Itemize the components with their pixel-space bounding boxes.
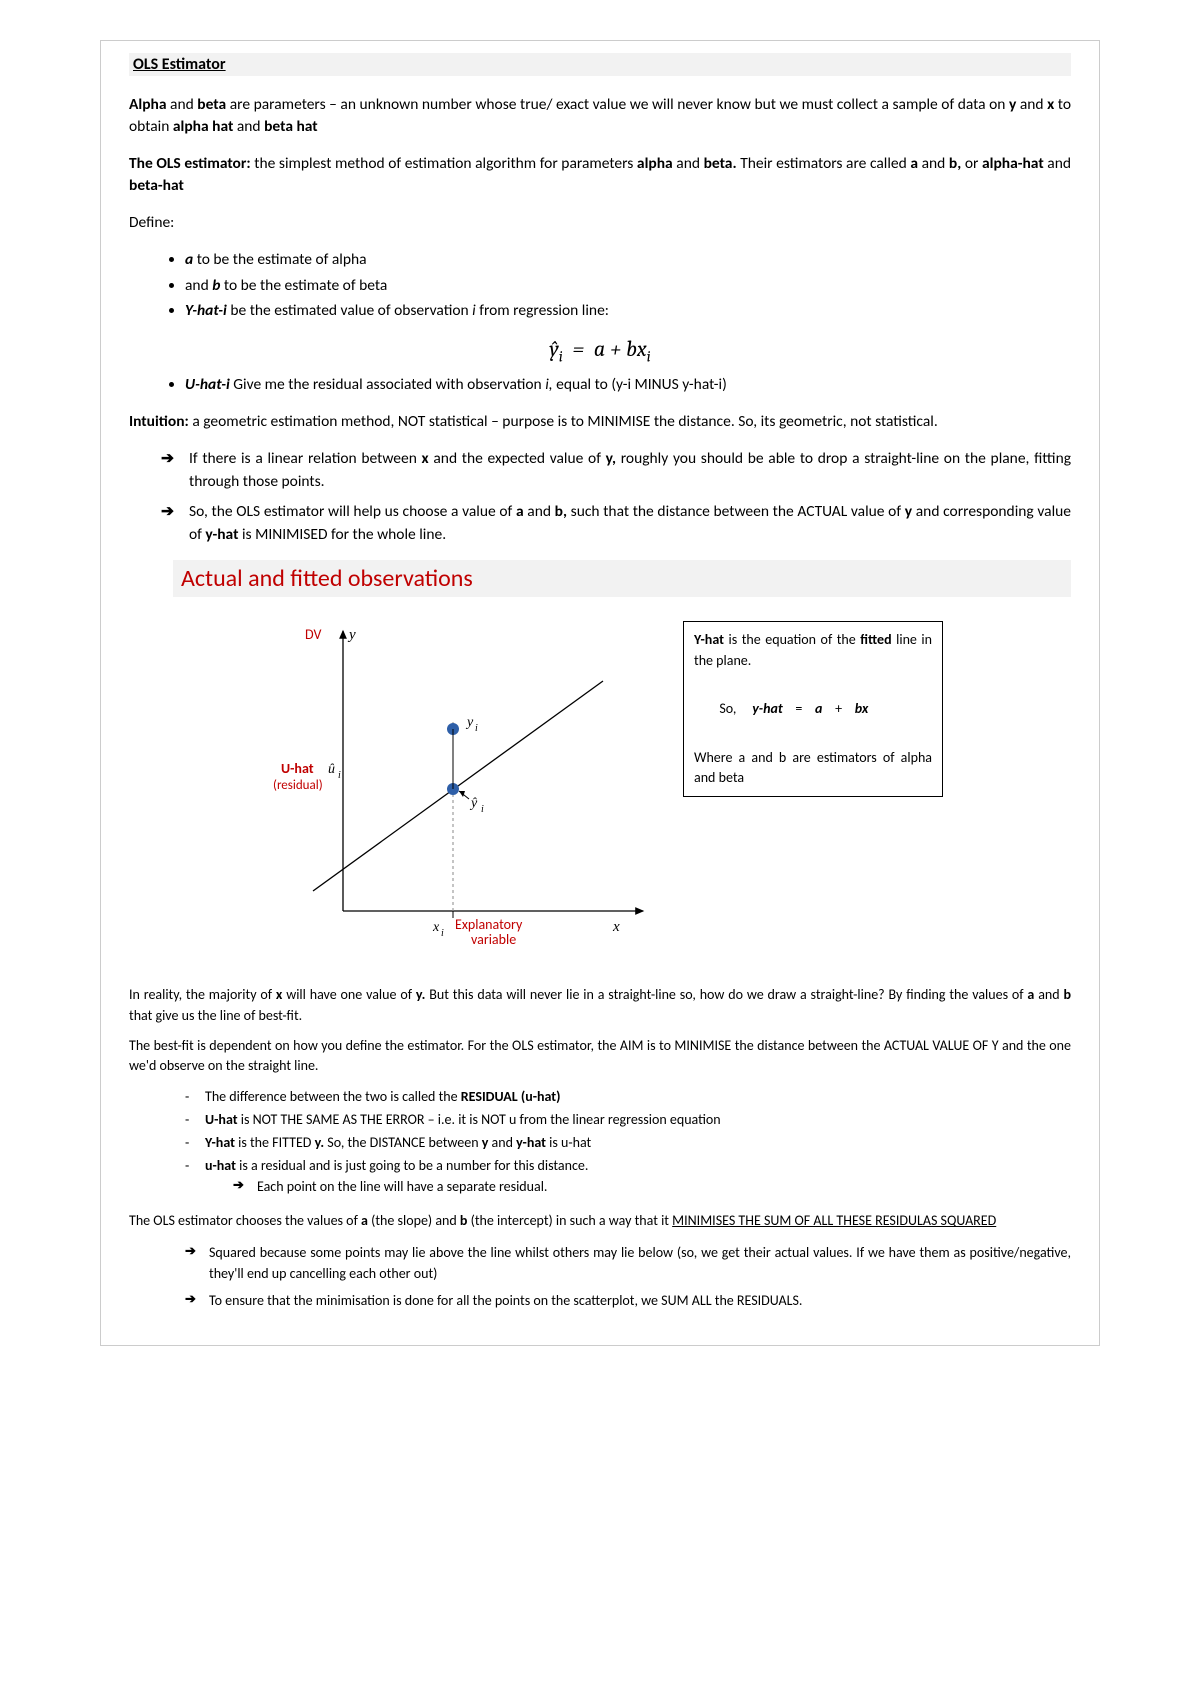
svg-text:i: i: [338, 770, 341, 781]
svg-text:ŷ: ŷ: [469, 796, 478, 811]
definition-list-2: U-hat-i Give me the residual associated …: [185, 373, 1071, 396]
document-page: OLS Estimator Alpha and beta are paramet…: [100, 40, 1100, 1346]
arrow-item: Squared because some points may lie abov…: [185, 1242, 1071, 1284]
dash-item: The difference between the two is called…: [185, 1086, 1071, 1107]
definition-list: a to be the estimate of alpha and b to b…: [185, 248, 1071, 322]
svg-text:(residual): (residual): [273, 778, 323, 793]
dash-sub-arrow: Each point on the line will have a separ…: [233, 1176, 1071, 1197]
svg-text:i: i: [481, 804, 484, 815]
svg-text:i: i: [441, 928, 444, 939]
svg-text:i: i: [475, 723, 478, 734]
svg-text:x: x: [432, 920, 440, 935]
dash-item: Y-hat is the FITTED y. So, the DISTANCE …: [185, 1132, 1071, 1153]
bestfit-para: The best-fit is dependent on how you def…: [129, 1036, 1071, 1077]
intro-para-1: Alpha and beta are parameters – an unkno…: [129, 94, 1071, 139]
dv-label: DV: [305, 626, 321, 643]
def-item: U-hat-i Give me the residual associated …: [185, 373, 1071, 396]
dash-item: u-hat is a residual and is just going to…: [185, 1155, 1071, 1197]
title-heading: OLS Estimator: [129, 53, 1071, 76]
arrow-item: So, the OLS estimator will help us choos…: [161, 500, 1071, 547]
regression-chart: DV y y i ŷ i U-hat û i (residual) x i Ex…: [173, 611, 693, 971]
chart-container: DV y y i ŷ i U-hat û i (residual) x i Ex…: [173, 611, 1071, 971]
arrow-item: To ensure that the minimisation is done …: [185, 1290, 1071, 1311]
ols-choose-para: The OLS estimator chooses the values of …: [129, 1211, 1071, 1231]
intuition-arrows: If there is a linear relation between x …: [161, 447, 1071, 546]
reality-para: In reality, the majority of x will have …: [129, 985, 1071, 1026]
svg-text:û: û: [328, 762, 335, 777]
title-text: OLS Estimator: [133, 55, 226, 74]
def-item: Y-hat-i be the estimated value of observ…: [185, 299, 1071, 322]
define-label: Define:: [129, 212, 1071, 234]
intro-para-2: The OLS estimator: the simplest method o…: [129, 153, 1071, 198]
dash-item: U-hat is NOT THE SAME AS THE ERROR – i.e…: [185, 1109, 1071, 1130]
intuition-para: Intuition: a geometric estimation method…: [129, 411, 1071, 433]
svg-text:y: y: [465, 715, 474, 730]
residual-notes: The difference between the two is called…: [185, 1086, 1071, 1197]
def-item: and b to be the estimate of beta: [185, 274, 1071, 297]
heading-actual-fitted: Actual and fitted observations: [173, 560, 1071, 597]
def-item: a to be the estimate of alpha: [185, 248, 1071, 271]
yhat-textbox: Y-hat is the equation of the fitted line…: [683, 621, 943, 797]
arrow-item: If there is a linear relation between x …: [161, 447, 1071, 494]
squared-reasons: Squared because some points may lie abov…: [185, 1242, 1071, 1311]
regression-formula: ŷi = a + bxi: [129, 336, 1071, 365]
svg-text:U-hat: U-hat: [281, 760, 314, 777]
y-axis-label: y: [347, 627, 356, 643]
svg-text:variable: variable: [471, 931, 516, 948]
svg-text:x: x: [612, 919, 620, 935]
alpha-label: Alpha: [129, 95, 167, 114]
